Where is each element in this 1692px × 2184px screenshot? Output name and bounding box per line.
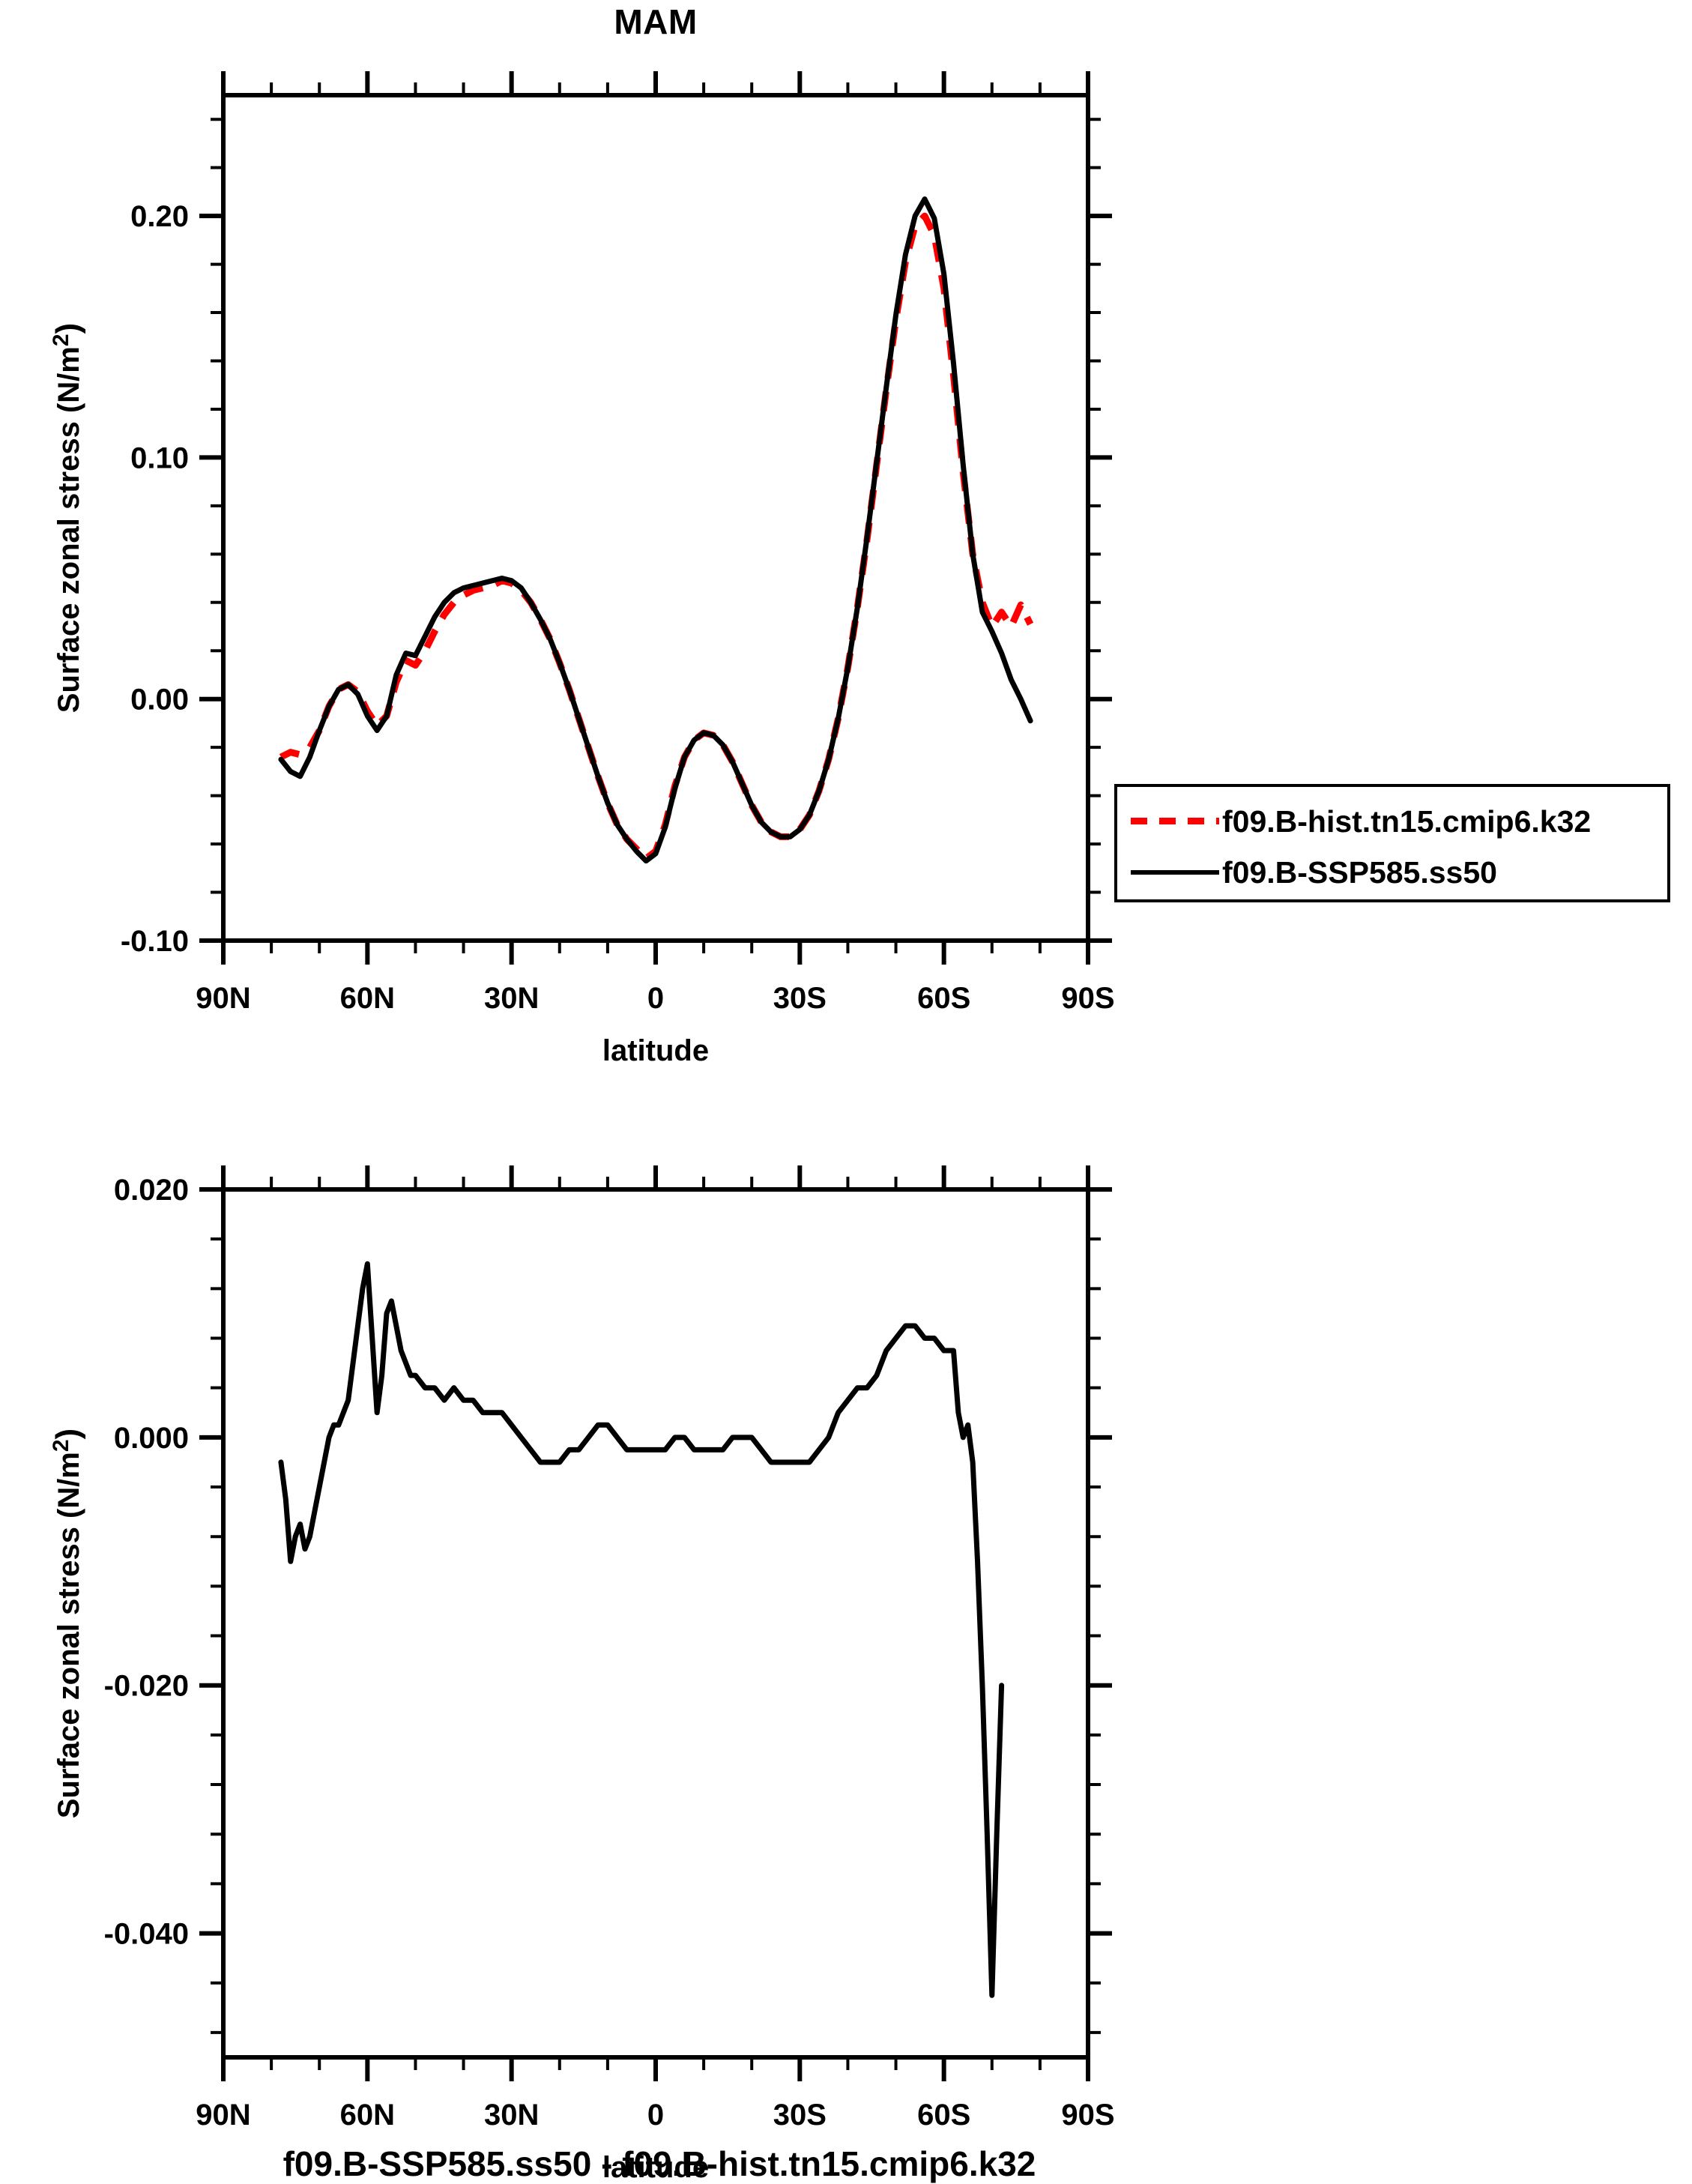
x-tick-label: 90N <box>196 982 250 1015</box>
x-tick-label: 0 <box>647 982 664 1015</box>
chart-panel-difference: f09.B-SSP585.ss50 - f09.B-hist.tn15.cmip… <box>0 1064 1692 2184</box>
legend-item-ssp585: f09.B-SSP585.ss50 <box>1117 845 1667 899</box>
x-axis-label: latitude <box>602 2151 709 2184</box>
legend-item-historical: f09.B-hist.tn15.cmip6.k32 <box>1117 794 1667 848</box>
chart-panel-mam: MAM 90N 60N 30N 0 30S 60S 90S 0.20 0.10 0.00 -0.10… <box>49 2 1115 1067</box>
y-axis-label: Surface zonal stress (N/m2) <box>49 323 86 713</box>
plot-frame <box>221 93 1090 943</box>
series-line-1 <box>279 212 1034 862</box>
plot-area-mam: 90N 60N 30N 0 30S 60S 90S 0.20 0.10 0.00 -0.10 Surf… <box>49 71 1115 1067</box>
legend-label-historical: f09.B-hist.tn15.cmip6.k32 <box>1222 803 1592 839</box>
x-tick-label: 60S <box>917 2099 970 2132</box>
y-tick-label: 0.20 <box>130 200 189 233</box>
x-tick-label: 60S <box>917 982 970 1015</box>
x-tick-label: 30N <box>484 2099 539 2132</box>
y-tick-label: -0.040 <box>104 1918 189 1951</box>
y-tick-label: 0.00 <box>130 684 189 717</box>
x-tick-label: 30S <box>773 982 827 1015</box>
x-tick-label: 60N <box>340 2099 395 2132</box>
y-axis-label: Surface zonal stress (N/m2) <box>49 1429 86 1818</box>
y-tick-label: -0.020 <box>104 1670 189 1703</box>
series-line-2 <box>278 196 1033 864</box>
x-axis-label: latitude <box>602 1034 709 1067</box>
y-tick-label: -0.10 <box>121 925 189 958</box>
x-tick-label: 60N <box>340 982 395 1015</box>
y-tick-label: 0.10 <box>130 441 189 474</box>
x-tick-label: 90S <box>1061 982 1114 1015</box>
x-tick-label: 90N <box>196 2099 250 2132</box>
legend-line-dashed-icon <box>1131 818 1219 825</box>
x-tick-label: 30N <box>484 982 539 1015</box>
page-title: MAM <box>614 2 698 41</box>
x-tick-label: 0 <box>647 2099 664 2132</box>
legend-line-solid-icon <box>1131 869 1219 876</box>
y-tick-label: 0.000 <box>114 1422 189 1455</box>
series-line-1 <box>278 1261 1005 1998</box>
plot-frame <box>221 1187 1090 2060</box>
plot-area-difference: 90N 60N 30N 0 30S 60S 90S 0.020 0.000 -0.020 -0.04… <box>49 1165 1115 2184</box>
y-tick-label: 0.020 <box>114 1174 189 1207</box>
x-tick-label: 30S <box>773 2099 827 2132</box>
legend-label-ssp585: f09.B-SSP585.ss50 <box>1222 854 1497 890</box>
legend: f09.B-hist.tn15.cmip6.k32 f09.B-SSP585.s… <box>1114 784 1670 902</box>
x-tick-label: 90S <box>1061 2099 1114 2132</box>
